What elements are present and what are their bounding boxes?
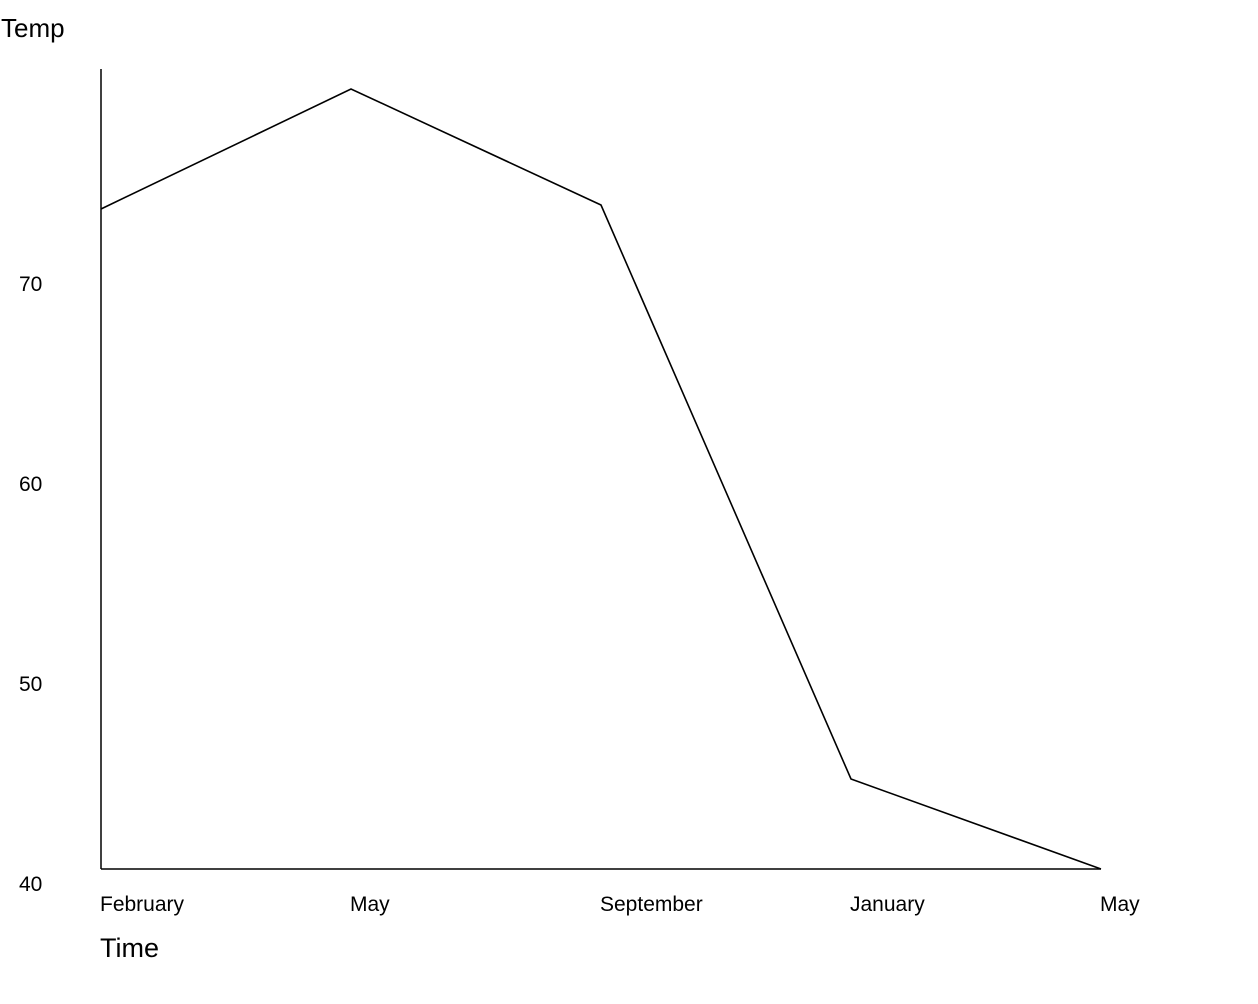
y-tick-label: 70 [19, 273, 42, 296]
x-axis-title: Time [100, 933, 159, 963]
x-tick-label: May [350, 893, 390, 916]
y-axis-title: Temp [1, 13, 65, 43]
series-line [100, 88, 1102, 870]
y-tick-label: 40 [19, 873, 42, 896]
x-tick-label: January [850, 893, 925, 916]
y-tick-label: 50 [19, 673, 42, 696]
y-tick-label: 60 [19, 473, 42, 496]
x-tick-label: February [100, 893, 185, 916]
x-tick-label: September [600, 893, 703, 916]
x-tick-label: May [1100, 893, 1140, 916]
